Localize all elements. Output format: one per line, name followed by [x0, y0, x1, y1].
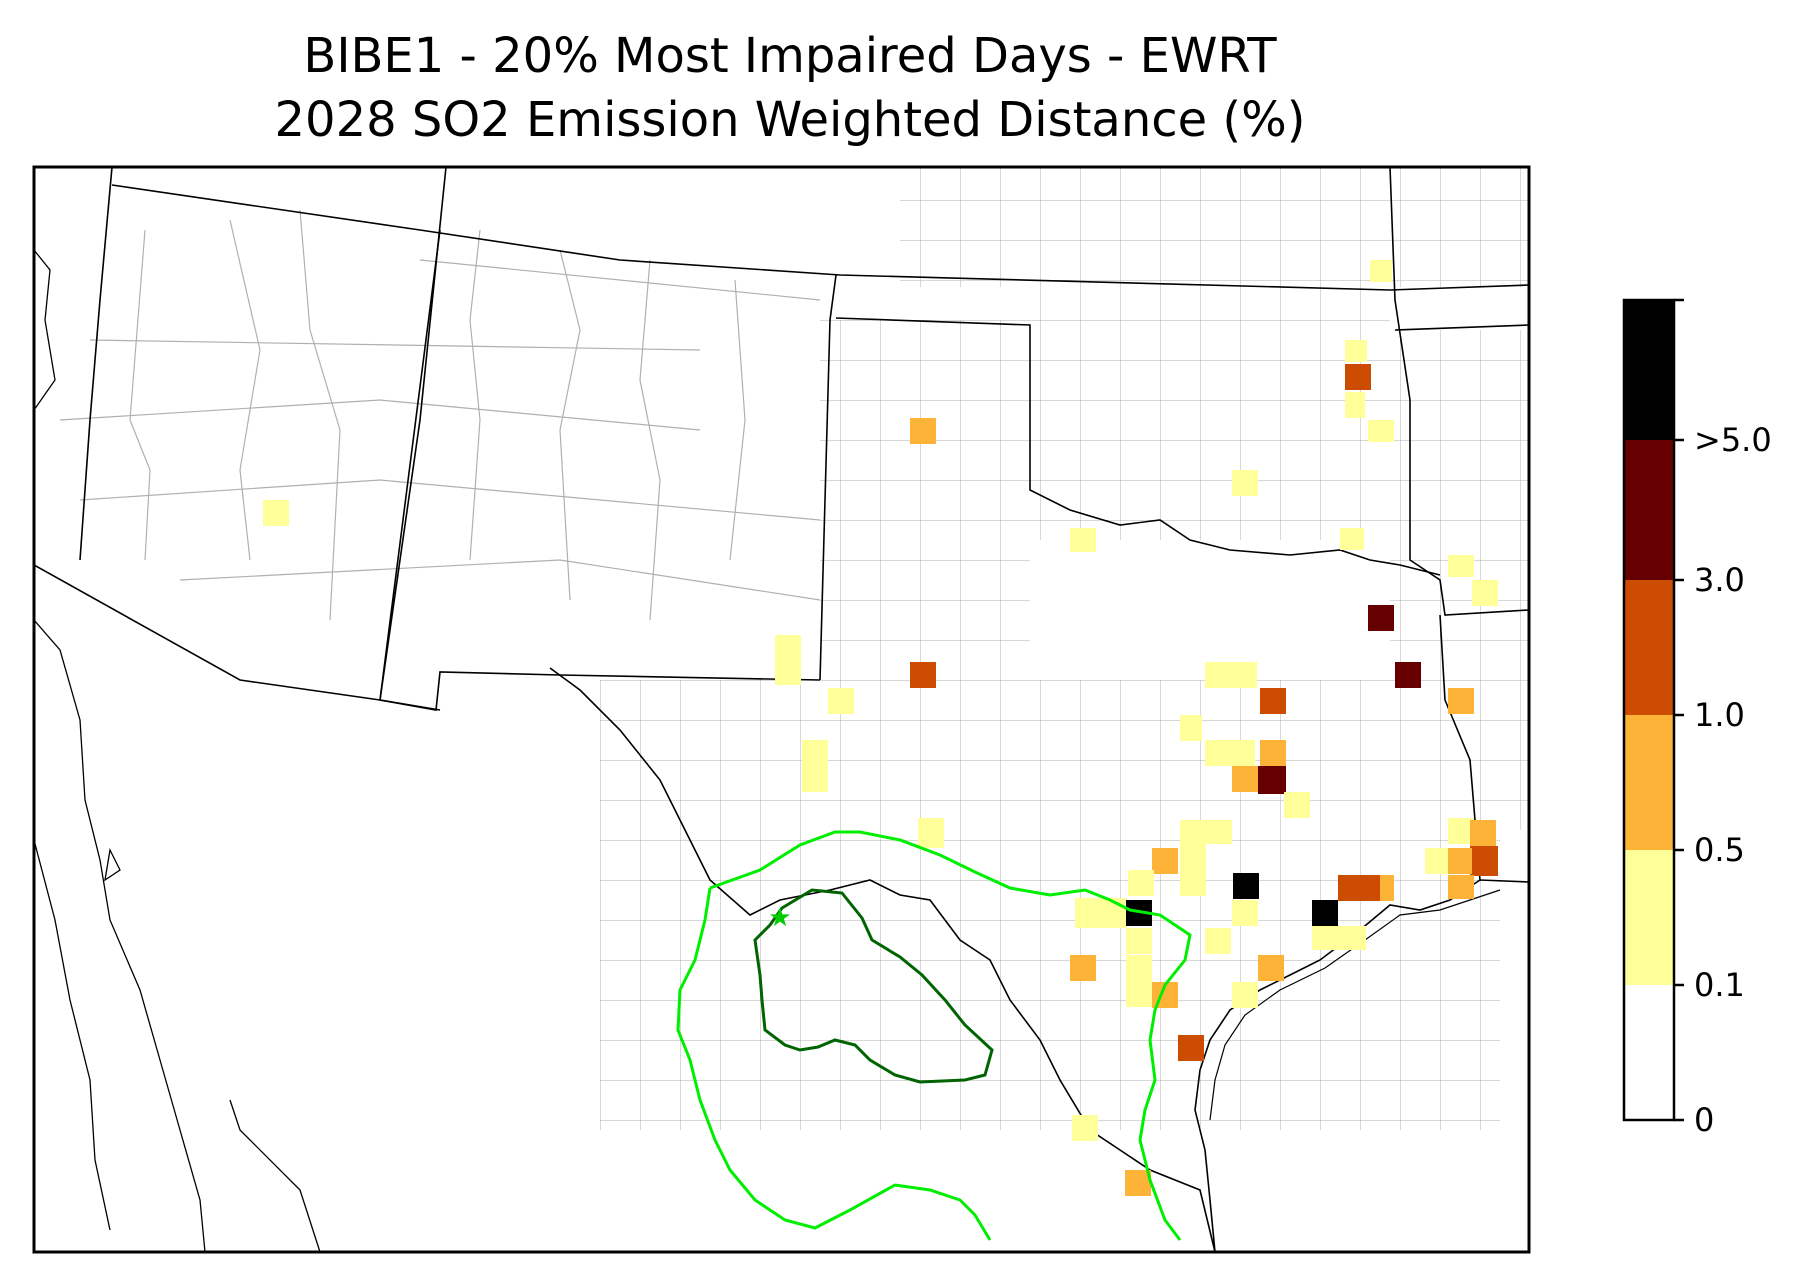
cell-low	[1345, 340, 1367, 362]
site-marker-star-icon: ★	[768, 903, 791, 933]
coastline-texas-barrier	[1209, 889, 1501, 1121]
chart-title-line-2: 2028 SO2 Emission Weighted Distance (%)	[274, 92, 1306, 148]
cell-low	[1312, 926, 1366, 950]
cell-low	[1232, 982, 1258, 1008]
cell-top	[1258, 766, 1286, 794]
chart-title-line-1: BIBE1 - 20% Most Impaired Days - EWRT	[303, 28, 1277, 84]
cell-mid	[1258, 955, 1284, 981]
contour-inner	[753, 888, 994, 1084]
cell-low	[1070, 528, 1096, 552]
cell-low	[1232, 900, 1258, 926]
cell-low	[1205, 740, 1255, 766]
cell-mid	[1448, 875, 1474, 899]
cell-mid	[910, 418, 936, 444]
cell-cap	[1233, 873, 1259, 899]
cell-low	[1232, 470, 1258, 496]
cell-low	[1425, 848, 1451, 874]
cell-top	[1395, 662, 1421, 688]
coastline-texas-gulf	[1194, 879, 1529, 1252]
cell-low	[802, 740, 828, 792]
cell-cap	[1312, 900, 1338, 926]
contour-outer	[709, 830, 1192, 1241]
cell-low	[775, 635, 801, 685]
cell-mid	[1448, 688, 1474, 714]
map-frame	[32, 165, 1531, 1254]
cell-mid	[1125, 1170, 1151, 1196]
coastline-baja-gulf	[34, 249, 321, 1252]
cell-mid	[1448, 848, 1472, 874]
emission-cells	[263, 260, 1498, 1196]
cell-low	[1126, 928, 1152, 954]
cell-high	[910, 662, 936, 688]
cell-low	[1180, 715, 1202, 741]
cell-low	[1448, 555, 1474, 577]
cell-high	[1260, 688, 1286, 714]
cell-low	[1448, 818, 1474, 844]
cell-low	[1472, 580, 1498, 606]
county-lines-texas	[600, 680, 1500, 1130]
cell-low	[918, 818, 944, 848]
cell-low	[1368, 420, 1394, 442]
cell-high	[1178, 1035, 1204, 1061]
cell-mid	[1380, 875, 1394, 901]
cell-low	[1340, 528, 1364, 550]
cell-low	[1205, 928, 1231, 954]
cell-low	[1345, 392, 1365, 418]
cell-mid	[1152, 848, 1178, 874]
cell-mid	[1070, 955, 1096, 981]
cell-mid	[1260, 740, 1286, 766]
cell-high	[1470, 846, 1498, 876]
cell-high	[1345, 364, 1371, 390]
cell-low	[1180, 820, 1232, 844]
contour-outer	[676, 887, 992, 1241]
county-lines-oklahoma-kansas	[1030, 280, 1390, 540]
county-lines-texas-panhandle	[820, 320, 1030, 680]
cell-low	[828, 688, 854, 714]
cell-top	[1368, 605, 1394, 631]
cell-low	[1284, 792, 1310, 818]
county-lines-nebraska-iowa	[900, 167, 1529, 287]
cell-low	[1180, 844, 1206, 896]
cell-low	[1205, 662, 1257, 688]
cell-mid	[1470, 820, 1496, 846]
cell-low	[1075, 898, 1127, 928]
county-lines-west	[59, 209, 821, 621]
cell-low	[1072, 1115, 1098, 1141]
map-area: ★	[34, 167, 1529, 1252]
cell-low	[1370, 260, 1392, 282]
state-borders	[34, 167, 1529, 1252]
cell-low	[263, 500, 289, 526]
cell-low	[1126, 955, 1152, 1007]
cell-low	[1128, 870, 1154, 896]
cell-mid	[1232, 766, 1258, 792]
